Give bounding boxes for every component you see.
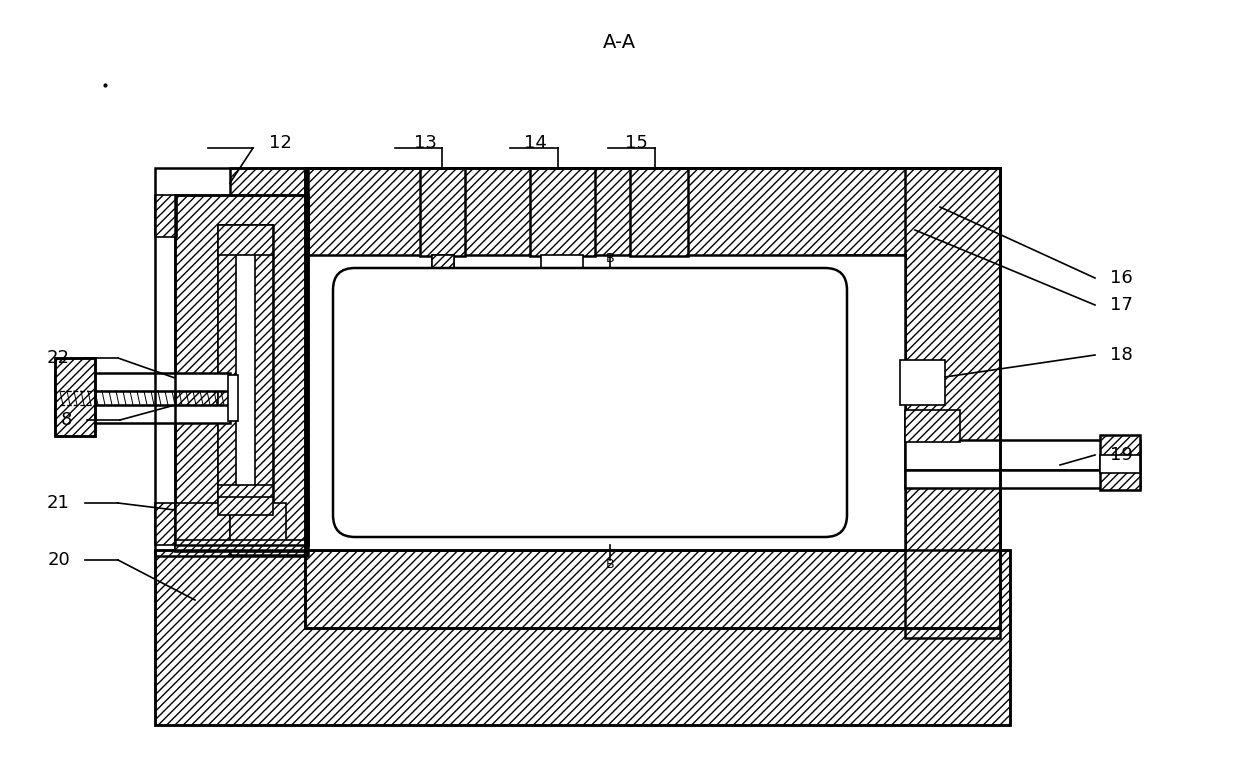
Bar [218,225,235,515]
Bar [305,168,1000,628]
FancyBboxPatch shape [333,268,847,537]
Bar [840,255,904,545]
Bar [230,503,286,550]
Text: B: B [606,252,615,265]
Bar [155,195,177,237]
Bar [904,365,940,400]
Bar [230,500,309,555]
Bar [629,168,688,256]
Text: 14: 14 [524,134,546,152]
Bar [175,195,309,545]
Text: 19: 19 [1110,446,1132,464]
Bar [1100,455,1140,473]
Bar [904,168,1000,638]
Bar [432,255,453,303]
Bar [904,440,1140,470]
Text: B: B [606,558,615,571]
Text: 18: 18 [1110,346,1132,364]
Bar [175,195,309,545]
Bar [432,255,453,303]
Bar [904,470,1140,488]
Bar [255,225,273,515]
Polygon shape [1100,435,1140,490]
Bar [541,255,584,305]
Text: 20: 20 [47,551,69,569]
Text: 21: 21 [47,494,69,512]
Bar [55,358,95,436]
Bar [175,503,230,550]
Text: 8: 8 [61,411,72,429]
Bar [55,373,230,391]
Bar [155,503,177,545]
Bar [228,375,238,421]
Bar [55,405,230,423]
Text: 17: 17 [1110,296,1132,314]
Text: 16: 16 [1110,269,1132,287]
Bar [175,540,309,552]
Bar [155,550,1010,725]
Bar [305,168,1000,256]
Bar [530,168,595,256]
Text: 22: 22 [47,349,69,367]
Text: A-A: A-A [602,33,636,51]
Bar [439,300,449,312]
Bar [420,168,465,256]
Bar [218,225,273,515]
Bar [218,497,273,515]
Bar [218,225,273,255]
Bar [230,168,309,256]
Bar [155,550,1010,725]
Text: 12: 12 [269,134,291,152]
Bar [55,358,95,436]
Bar [904,410,960,442]
Bar [155,168,307,556]
Bar [218,485,273,515]
Bar [305,255,904,550]
Text: 13: 13 [414,134,436,152]
Text: 15: 15 [624,134,648,152]
Bar [900,360,945,405]
